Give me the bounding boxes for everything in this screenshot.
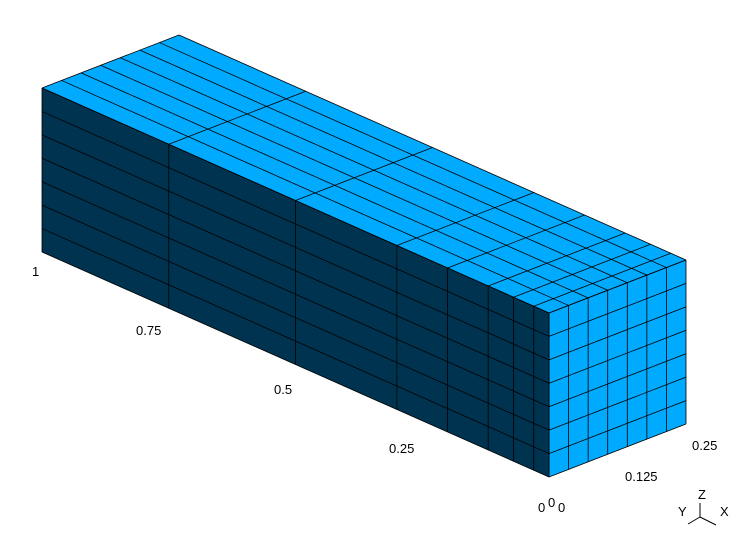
width-tick-0: 0 xyxy=(558,500,565,515)
triad-z-label: Z xyxy=(698,487,706,502)
hex-mesh xyxy=(42,35,686,477)
triad-x-axis xyxy=(700,517,716,525)
triad-x-label: X xyxy=(720,504,729,519)
length-tick-0.5: 0.5 xyxy=(274,382,292,397)
length-tick-0: 0 xyxy=(538,500,545,515)
triad-y-axis xyxy=(688,517,700,524)
length-tick-1: 1 xyxy=(32,264,39,279)
width-tick-0.25: 0.25 xyxy=(692,438,717,453)
length-tick-0.75: 0.75 xyxy=(136,323,161,338)
orientation-triad: Z X Y xyxy=(678,487,729,525)
length-tick-0.25: 0.25 xyxy=(389,441,414,456)
width-tick-0.125: 0.125 xyxy=(625,469,658,484)
triad-y-label: Y xyxy=(678,504,687,519)
height-tick-0: 0 xyxy=(548,495,555,510)
